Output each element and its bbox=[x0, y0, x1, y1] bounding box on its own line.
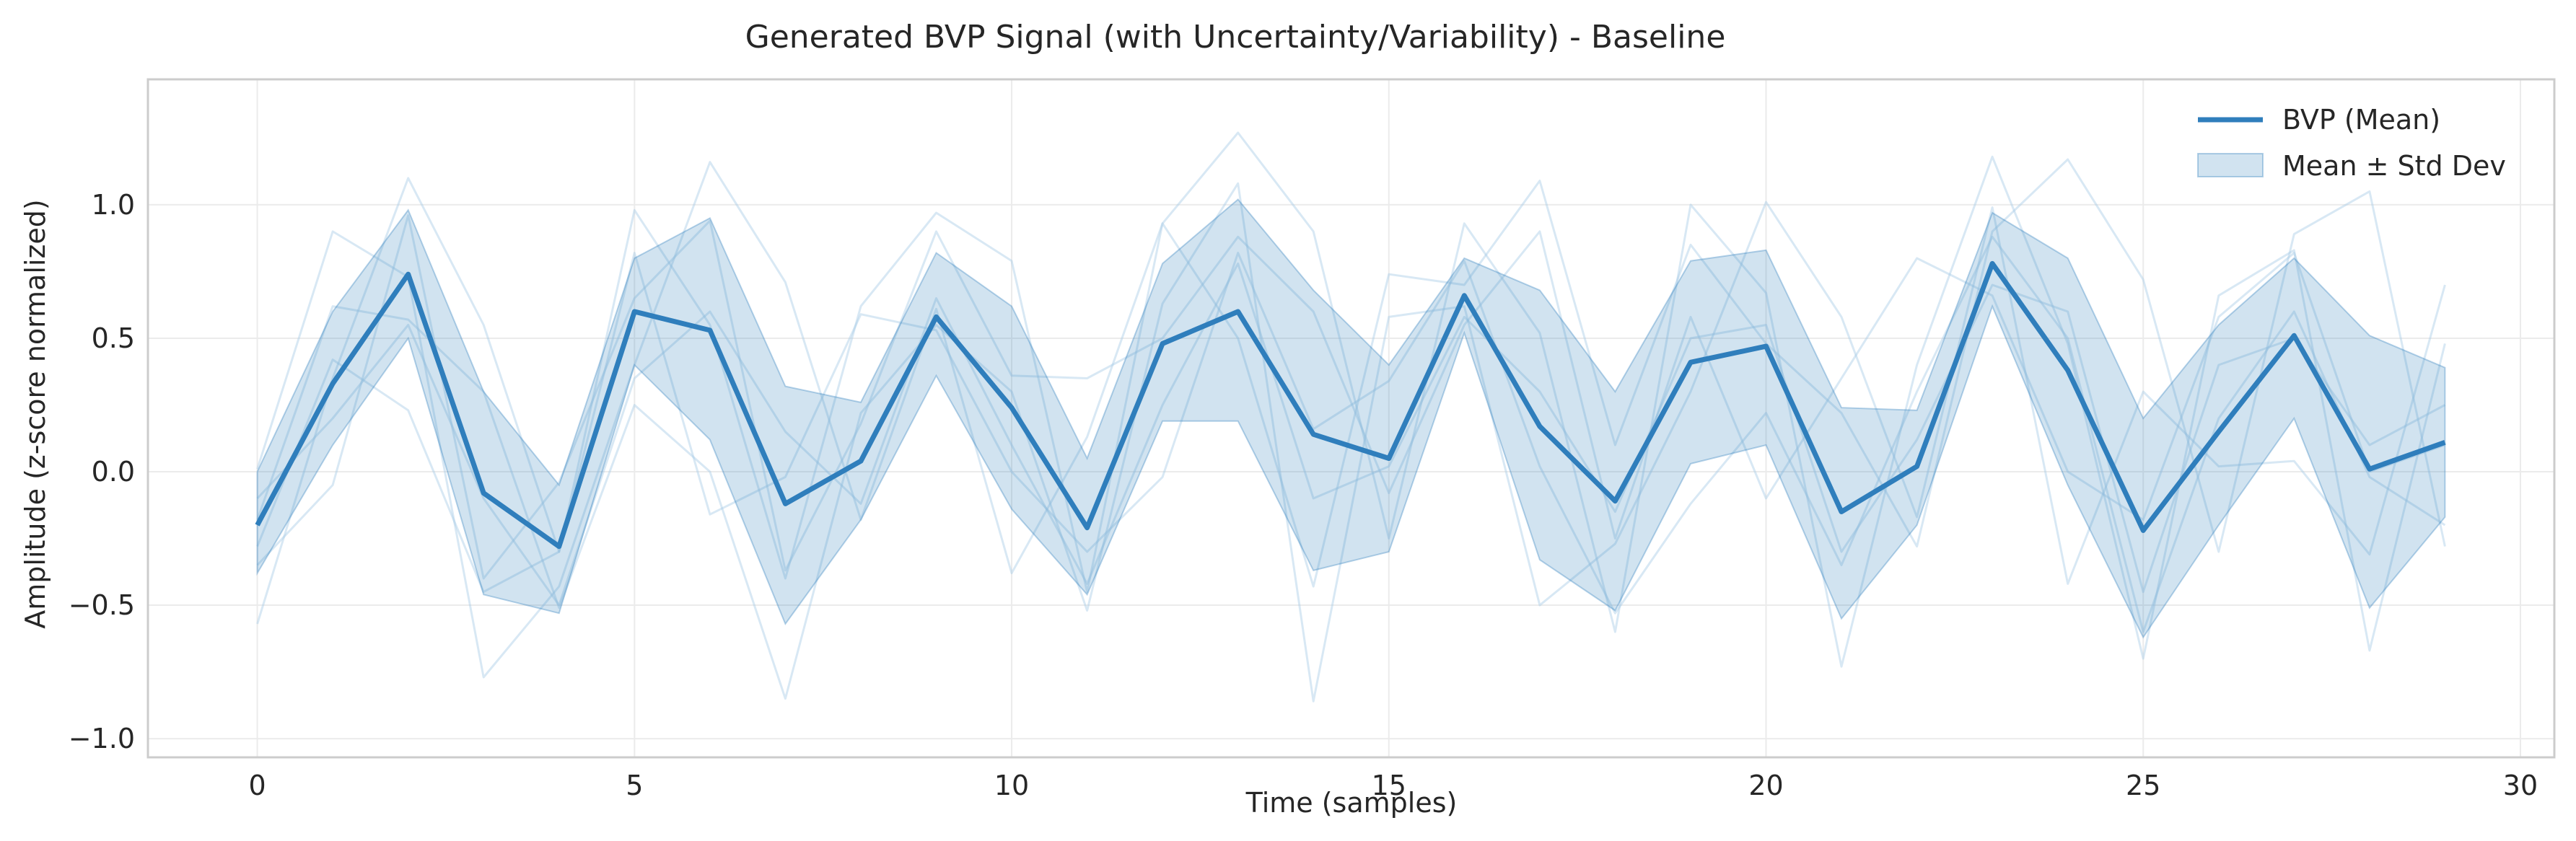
tick-labels: 0 5 10 15 20 25 30 1.0 0.5 0.0 −0.5 −1.0 bbox=[69, 189, 2538, 801]
legend-band-swatch bbox=[2197, 153, 2264, 177]
legend: BVP (Mean) Mean ± Std Dev bbox=[2197, 104, 2506, 182]
std-dev-band bbox=[256, 198, 2446, 639]
x-tick-label: 5 bbox=[626, 770, 643, 801]
y-tick-label: −1.0 bbox=[69, 723, 135, 754]
y-tick-label: 0.5 bbox=[92, 322, 135, 354]
x-tick-label: 30 bbox=[2503, 770, 2538, 801]
y-tick-label: 1.0 bbox=[92, 189, 135, 221]
y-tick-label: −0.5 bbox=[69, 589, 135, 621]
mean-line-layer bbox=[255, 260, 2446, 550]
grid bbox=[148, 79, 2554, 757]
sample-trace bbox=[256, 182, 2446, 703]
x-tick-label: 15 bbox=[1372, 770, 1406, 801]
x-tick-label: 20 bbox=[1748, 770, 1783, 801]
sample-trace bbox=[256, 214, 2445, 580]
sample-trace bbox=[256, 158, 2446, 679]
plot-frame bbox=[146, 78, 2556, 759]
y-axis-label: Amplitude (z-score normalized) bbox=[19, 199, 51, 628]
chart-title: Generated BVP Signal (with Uncertainty/V… bbox=[745, 19, 1726, 56]
x-tick-label: 25 bbox=[2126, 770, 2160, 801]
x-axis-label: Time (samples) bbox=[1245, 787, 1458, 819]
sample-trace bbox=[256, 262, 2446, 607]
legend-mean-label: BVP (Mean) bbox=[2282, 104, 2440, 136]
x-tick-label: 10 bbox=[994, 770, 1029, 801]
mean-line bbox=[255, 260, 2446, 550]
legend-band-label: Mean ± Std Dev bbox=[2282, 150, 2506, 182]
sample-trace bbox=[256, 235, 2446, 633]
std-dev-band-layer bbox=[256, 198, 2446, 639]
y-tick-label: 0.0 bbox=[92, 456, 135, 488]
x-tick-label: 0 bbox=[248, 770, 266, 801]
